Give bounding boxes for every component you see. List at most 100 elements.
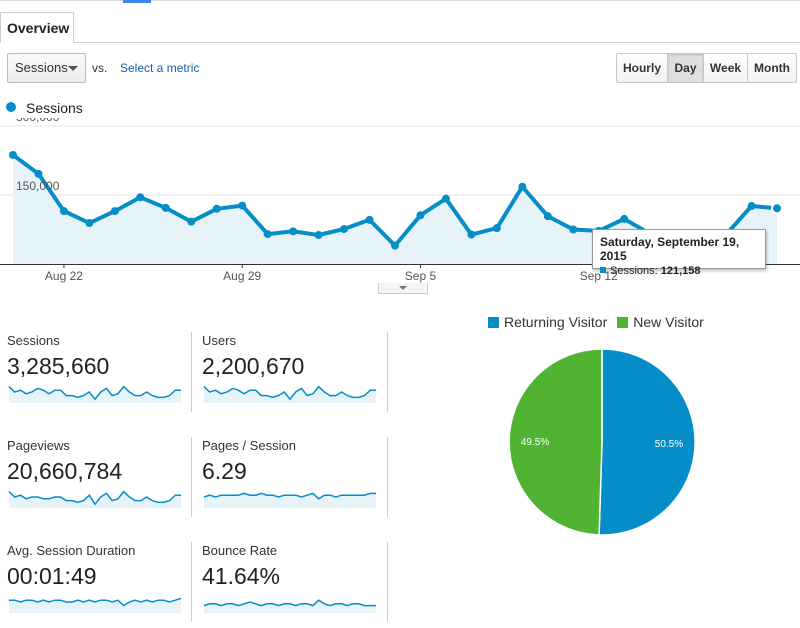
sparkline-area [9,386,181,403]
scorecard-label: Sessions [7,333,60,348]
sessions-point[interactable] [340,225,349,234]
pie-slice-label: 50.5% [655,439,683,450]
scorecard-value: 2,200,670 [202,353,305,379]
sparkline-area [204,493,376,508]
sessions-point[interactable] [161,203,170,212]
interval-button-group: Hourly Day Week Month [616,53,797,83]
sessions-point[interactable] [441,194,450,203]
scorecard-label: Pages / Session [202,438,296,453]
tooltip-label: Sessions: [610,265,658,277]
top-accent-bar [123,0,151,3]
sessions-point[interactable] [620,214,629,223]
tooltip-date: Saturday, September 19, 2015 [600,235,740,263]
scorecard-avg-session-duration[interactable]: Avg. Session Duration 00:01:49 [7,543,187,628]
sessions-point[interactable] [34,169,43,178]
sessions-point[interactable] [365,215,374,224]
interval-month-button[interactable]: Month [747,53,797,83]
sessions-point[interactable] [187,217,196,226]
scorecard-divider [191,542,192,622]
sessions-point[interactable] [212,204,221,213]
sessions-point[interactable] [59,207,68,216]
scorecard-value: 6.29 [202,458,247,484]
chart-tooltip: Saturday, September 19, 2015 Sessions: 1… [592,229,766,277]
chart-legend-sessions: Sessions [26,100,83,116]
scorecard-divider [191,437,192,517]
scorecard-sessions[interactable]: Sessions 3,285,660 [7,333,187,418]
scorecard-divider [387,437,388,517]
sessions-point[interactable] [518,182,527,191]
y-tick-label: 300,000 [16,118,60,124]
sparkline-line [203,492,376,500]
sessions-point[interactable] [543,212,552,221]
sessions-point[interactable] [263,230,272,239]
tab-bar-divider [0,42,800,43]
scorecard-pageviews[interactable]: Pageviews 20,660,784 [7,438,187,523]
pie-legend: Returning Visitor New Visitor [488,314,714,330]
sessions-point[interactable] [492,224,501,233]
scorecard-divider [387,542,388,622]
sessions-point[interactable] [467,230,476,239]
pie-slice[interactable] [508,348,603,536]
scorecard-value: 20,660,784 [7,458,123,484]
sessions-point[interactable] [391,241,399,250]
scorecard-value: 00:01:49 [7,563,97,589]
interval-hourly-button[interactable]: Hourly [616,53,668,83]
scorecard-label: Avg. Session Duration [7,543,136,558]
scorecard-divider [387,332,388,412]
pie-legend-label: Returning Visitor [504,314,608,330]
legend-square-icon [488,316,499,328]
interval-week-button[interactable]: Week [703,53,748,83]
pie-slice-label: 49.5% [521,437,549,448]
visitor-type-pie-chart[interactable]: 50.5% 49.5% [506,346,698,538]
sessions-point[interactable] [136,193,145,202]
pie-legend-returning-visitor[interactable]: Returning Visitor [488,314,607,330]
sessions-point[interactable] [238,201,247,210]
sessions-point[interactable] [110,207,119,216]
tab-overview[interactable]: Overview [0,12,74,43]
chart-collapse-handle[interactable] [378,283,428,294]
sessions-area [13,155,777,264]
scorecard-label: Pageviews [7,438,70,453]
sessions-point-highlighted[interactable] [771,202,783,215]
series-square-icon [600,267,606,273]
metric-select-value: Sessions [15,60,68,75]
legend-dot-icon [6,102,16,112]
top-border [0,0,800,1]
sparkline-line [8,490,181,506]
pie-legend-label: New Visitor [633,314,704,330]
x-tick-label: Aug 22 [45,269,83,283]
x-tick-label: Aug 29 [223,269,261,283]
sparkline-line [203,599,376,607]
legend-square-icon [617,316,629,328]
scorecard-sparkline [9,597,182,613]
sparkline-area [9,598,181,613]
tooltip-value: 121,158 [660,265,701,277]
sessions-point[interactable] [85,219,94,228]
scorecard-divider [191,332,192,412]
sparkline-area [9,491,181,508]
scorecard-bounce-rate[interactable]: Bounce Rate 41.64% [202,543,382,628]
interval-day-button[interactable]: Day [667,53,704,83]
sessions-point[interactable] [416,211,425,220]
sparkline-area [204,600,376,613]
select-metric-link[interactable]: Select a metric [120,61,200,75]
vs-label: vs. [92,61,108,75]
pie-slice[interactable] [598,348,696,536]
pie-legend-new-visitor[interactable]: New Visitor [617,314,704,330]
sessions-point[interactable] [289,227,298,236]
sessions-point[interactable] [747,202,756,211]
metric-select[interactable]: Sessions [7,53,86,83]
sessions-point[interactable] [9,150,17,159]
scorecard-label: Users [202,333,236,348]
sparkline-line [9,597,182,607]
sparkline-line [8,385,181,401]
sessions-point[interactable] [314,231,323,240]
scorecard-sparkline [203,492,376,508]
sessions-point[interactable] [569,225,578,234]
triangle-down-icon [399,286,407,290]
scorecard-users[interactable]: Users 2,200,670 [202,333,382,418]
scorecard-label: Bounce Rate [202,543,278,558]
sparkline-line [203,385,376,401]
scorecard-pages-per-session[interactable]: Pages / Session 6.29 [202,438,382,523]
scorecard-sparkline [203,385,376,403]
